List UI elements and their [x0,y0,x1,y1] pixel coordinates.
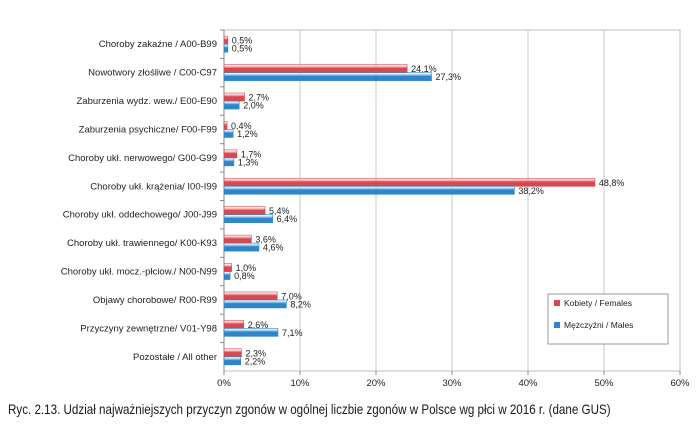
category-label: Choroby ukł. oddechowego/ J00-J99 [63,210,217,221]
chart: 0% 10% 20% 30% 40% 50% 60% Choroby zakaźne / A0… [61,29,690,389]
legend-label: Kobiety / Females [564,298,632,308]
legend-swatch [554,322,560,328]
data-label: 1,0% [236,263,257,273]
data-label: 0,4% [231,121,252,131]
data-label: 5,4% [269,206,290,216]
bar [223,43,229,53]
data-label: 0,5% [232,36,253,46]
category-label: Choroby ukł. nerwowego/ G00-G99 [68,153,217,164]
bar [223,92,245,102]
data-label: 1,3% [238,157,259,167]
data-label: 4,6% [263,243,284,253]
data-label: 38,2% [518,186,544,196]
bar [223,129,234,138]
data-label: 0,8% [234,271,255,281]
legend-box [547,293,669,345]
bar [223,299,287,309]
x-tick-label: 10% [290,378,310,389]
bar [223,100,240,110]
bar [223,64,408,73]
x-tick-label: 20% [366,378,386,389]
bar [223,206,266,216]
data-label: 48,8% [599,178,625,188]
category-label: Choroby ukł. krążenia/ I00-I99 [90,181,217,192]
data-label: 2,0% [243,101,264,111]
x-tick-label: 40% [518,378,538,389]
category-label: Pozostałe / All other [133,352,217,363]
bar [223,149,238,159]
x-tick-label: 50% [594,378,614,389]
legend-label: Mężczyźni / Males [564,320,633,330]
category-label: Choroby zakaźne / A00-B99 [99,39,217,50]
bar [223,214,273,224]
data-label: 0,5% [232,44,253,54]
data-label: 3,6% [255,235,276,245]
data-label: 2,2% [245,356,266,366]
x-tick-label: 0% [217,378,231,389]
bar [223,157,235,167]
legend-swatch [554,300,560,306]
chart-svg: 0% 10% 20% 30% 40% 50% 60% Choroby zakaźne / A0… [61,29,690,389]
data-label: 2,7% [249,93,270,103]
category-label: Nowotwory złośliwe / C00-C97 [88,68,217,79]
data-label: 2,3% [245,348,266,358]
data-label: 1,7% [241,149,262,159]
bar [223,328,279,337]
bar [223,348,242,358]
data-label: 2,6% [248,320,269,330]
bar [223,356,242,366]
bar [223,271,231,280]
category-label: Objawy chorobowe/ R00-R99 [93,295,217,306]
category-label: Choroby ukł. trawiennego/ K00-K93 [67,238,217,249]
bar [223,242,260,252]
data-label: 7,0% [281,291,302,301]
category-label: Zaburzenia wydz. wew./ E00-E90 [77,96,217,107]
data-label: 8,2% [290,299,311,309]
bar [223,320,245,329]
bar [223,185,515,195]
data-label: 1,2% [237,129,258,139]
category-label: Choroby ukł. mocz.-płciow./ N00-N99 [61,267,217,278]
bar [223,72,432,81]
bar [223,35,229,45]
x-tick-label: 60% [670,378,690,389]
data-label: 27,3% [435,72,461,82]
bar [223,234,252,244]
bar [223,263,232,272]
data-label: 7,1% [282,328,303,338]
category-label: Zaburzenia psychiczne/ F00-F99 [79,124,217,135]
bar [223,121,228,130]
category-label: Przyczyny zewnętrzne/ V01-Y98 [80,323,217,334]
data-label: 6,4% [277,214,298,224]
x-tick-label: 30% [442,378,462,389]
bar [223,291,278,301]
data-label: 24,1% [411,64,437,74]
figure-caption: Ryc. 2.13. Udział najważniejszych przycz… [8,401,611,417]
